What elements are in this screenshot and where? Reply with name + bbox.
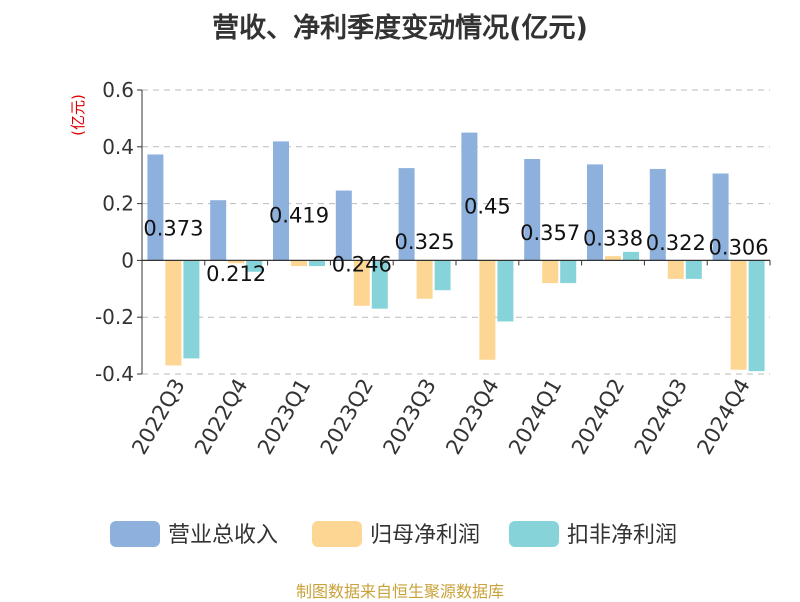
bar-营业总收入-2023Q2 [335, 190, 352, 261]
bar-归母净利润-2022Q4 [228, 260, 245, 264]
bar-归母净利润-2023Q3 [416, 260, 433, 299]
bar-扣非净利润-2022Q4 [246, 260, 263, 272]
data-label: 0.212 [206, 262, 266, 286]
chart-title: 营收、净利季度变动情况(亿元) [212, 13, 588, 44]
bar-归母净利润-2024Q4 [730, 260, 747, 370]
bar-营业总收入-2023Q1 [273, 141, 289, 261]
y-tick-label: -0.2 [95, 305, 134, 329]
bar-扣非净利润-2022Q3 [183, 260, 200, 359]
y-tick-label: 0.6 [102, 78, 134, 102]
bar-归母净利润-2022Q3 [165, 260, 182, 366]
legend-label: 营业总收入 [168, 523, 278, 548]
y-tick-label: 0 [121, 248, 134, 272]
bar-营业总收入-2024Q2 [587, 164, 603, 261]
data-label: 0.338 [583, 226, 643, 250]
bar-归母净利润-2023Q1 [291, 260, 307, 267]
bar-扣非净利润-2023Q1 [309, 260, 325, 267]
bar-归母净利润-2023Q2 [353, 260, 370, 306]
data-label: 0.419 [269, 203, 329, 227]
data-label: 0.357 [520, 221, 580, 245]
data-source-note: 制图数据来自恒生聚源数据库 [295, 582, 504, 601]
y-tick-label: 0.4 [102, 135, 134, 159]
data-label: 0.322 [646, 231, 706, 255]
data-label: 0.325 [395, 230, 455, 254]
x-tick-label: 2024Q3 [630, 375, 692, 459]
bar-扣非净利润-2023Q3 [434, 260, 451, 291]
x-tick-label: 2023Q4 [441, 375, 503, 459]
x-tick-label: 2023Q1 [253, 375, 315, 459]
bar-扣非净利润-2024Q4 [748, 260, 765, 372]
y-axis-label: (亿元) [69, 94, 87, 136]
bar-营业总收入-2024Q4 [712, 173, 729, 261]
y-tick-label: 0.2 [102, 192, 134, 216]
legend-swatch [509, 521, 559, 547]
x-tick-label: 2023Q3 [378, 375, 440, 459]
x-tick-label: 2024Q4 [692, 375, 754, 459]
x-tick-label: 2024Q2 [567, 375, 629, 459]
bar-归母净利润-2024Q3 [667, 260, 684, 279]
x-tick-label: 2022Q3 [127, 375, 189, 459]
bar-归母净利润-2024Q2 [605, 256, 621, 261]
bar-扣非净利润-2024Q2 [623, 251, 639, 261]
bar-营业总收入-2023Q4 [461, 132, 478, 261]
bar-营业总收入-2023Q3 [398, 168, 415, 261]
data-label: 0.373 [143, 216, 203, 240]
bar-扣非净利润-2023Q4 [497, 260, 514, 322]
legend-label: 扣非净利润 [567, 523, 677, 548]
x-tick-label: 2024Q1 [504, 375, 566, 459]
bar-扣非净利润-2024Q1 [560, 260, 577, 284]
bar-营业总收入-2022Q3 [147, 154, 164, 261]
data-label: 0.45 [464, 195, 511, 219]
data-label: 0.306 [709, 235, 769, 259]
x-tick-label: 2023Q2 [316, 375, 378, 459]
data-label: 0.246 [332, 253, 392, 277]
x-tick-label: 2022Q4 [190, 375, 252, 459]
bar-营业总收入-2022Q4 [210, 200, 227, 261]
bar-营业总收入-2024Q3 [649, 168, 666, 261]
bar-归母净利润-2024Q1 [542, 260, 559, 284]
bar-归母净利润-2023Q4 [479, 260, 496, 360]
legend-swatch [110, 521, 160, 547]
y-tick-label: -0.4 [95, 362, 134, 386]
bar-营业总收入-2024Q1 [524, 159, 541, 261]
legend-label: 归母净利润 [370, 523, 480, 548]
bar-扣非净利润-2023Q2 [371, 260, 388, 309]
legend-swatch [312, 521, 362, 547]
bar-扣非净利润-2024Q3 [685, 260, 702, 279]
